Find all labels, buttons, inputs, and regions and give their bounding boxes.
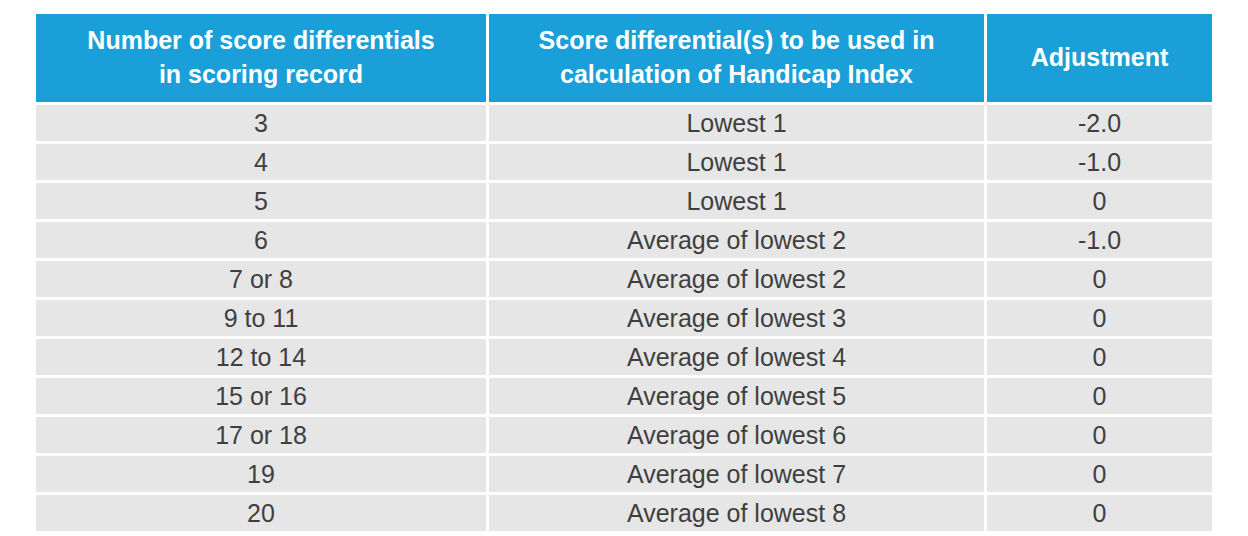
count-cell: 20 xyxy=(36,495,486,531)
adjustment-cell: -1.0 xyxy=(987,144,1212,180)
count-cell: 12 to 14 xyxy=(36,339,486,375)
adjustment-cell: 0 xyxy=(987,495,1212,531)
count-cell: 5 xyxy=(36,183,486,219)
table-row: 5Lowest 10 xyxy=(36,183,1212,219)
used-cell: Average of lowest 4 xyxy=(489,339,984,375)
used-cell: Lowest 1 xyxy=(489,144,984,180)
table-row: 12 to 14Average of lowest 40 xyxy=(36,339,1212,375)
used-cell: Average of lowest 6 xyxy=(489,417,984,453)
used-cell: Average of lowest 7 xyxy=(489,456,984,492)
header-cell-score-differentials-count: Number of score differentials in scoring… xyxy=(36,14,486,102)
header-cell-adjustment: Adjustment xyxy=(987,14,1212,102)
table-row: 6Average of lowest 2-1.0 xyxy=(36,222,1212,258)
adjustment-cell: 0 xyxy=(987,456,1212,492)
count-cell: 7 or 8 xyxy=(36,261,486,297)
table-header: Number of score differentials in scoring… xyxy=(36,14,1212,102)
used-cell: Lowest 1 xyxy=(489,105,984,141)
used-cell: Average of lowest 2 xyxy=(489,222,984,258)
page-background: Number of score differentials in scoring… xyxy=(0,0,1248,536)
count-cell: 9 to 11 xyxy=(36,300,486,336)
adjustment-cell: 0 xyxy=(987,378,1212,414)
table-row: 9 to 11Average of lowest 30 xyxy=(36,300,1212,336)
table-row: 20Average of lowest 80 xyxy=(36,495,1212,531)
count-cell: 19 xyxy=(36,456,486,492)
adjustment-cell: 0 xyxy=(987,339,1212,375)
count-cell: 6 xyxy=(36,222,486,258)
header-row: Number of score differentials in scoring… xyxy=(36,14,1212,102)
table-row: 19Average of lowest 70 xyxy=(36,456,1212,492)
adjustment-cell: 0 xyxy=(987,417,1212,453)
table-body: 3Lowest 1-2.04Lowest 1-1.05Lowest 106Ave… xyxy=(36,105,1212,531)
table-row: 15 or 16Average of lowest 50 xyxy=(36,378,1212,414)
adjustment-cell: 0 xyxy=(987,300,1212,336)
table-row: 4Lowest 1-1.0 xyxy=(36,144,1212,180)
table-row: 17 or 18Average of lowest 60 xyxy=(36,417,1212,453)
adjustment-cell: -2.0 xyxy=(987,105,1212,141)
table-row: 3Lowest 1-2.0 xyxy=(36,105,1212,141)
used-cell: Average of lowest 8 xyxy=(489,495,984,531)
adjustment-cell: -1.0 xyxy=(987,222,1212,258)
used-cell: Average of lowest 5 xyxy=(489,378,984,414)
count-cell: 4 xyxy=(36,144,486,180)
handicap-adjustment-table: Number of score differentials in scoring… xyxy=(33,11,1215,534)
used-cell: Average of lowest 2 xyxy=(489,261,984,297)
count-cell: 3 xyxy=(36,105,486,141)
used-cell: Average of lowest 3 xyxy=(489,300,984,336)
count-cell: 17 or 18 xyxy=(36,417,486,453)
adjustment-cell: 0 xyxy=(987,261,1212,297)
count-cell: 15 or 16 xyxy=(36,378,486,414)
used-cell: Lowest 1 xyxy=(489,183,984,219)
adjustment-cell: 0 xyxy=(987,183,1212,219)
header-cell-differentials-used: Score differential(s) to be used in calc… xyxy=(489,14,984,102)
table-row: 7 or 8Average of lowest 20 xyxy=(36,261,1212,297)
